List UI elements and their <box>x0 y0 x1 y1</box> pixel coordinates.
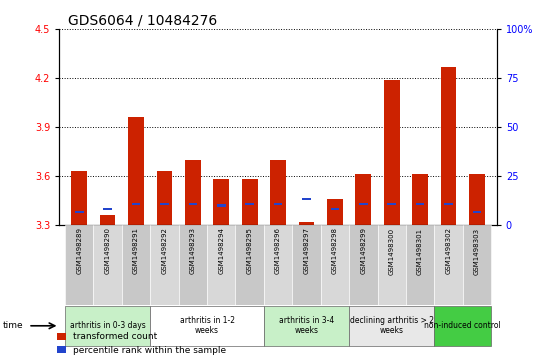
Bar <box>355 174 371 225</box>
Text: GSM1498303: GSM1498303 <box>474 228 480 274</box>
Text: time: time <box>3 321 23 330</box>
Bar <box>330 208 339 210</box>
Bar <box>463 225 491 305</box>
Bar <box>321 225 349 305</box>
Bar <box>157 171 172 225</box>
Bar <box>132 203 140 205</box>
Bar <box>207 225 235 305</box>
Text: GSM1498294: GSM1498294 <box>218 228 224 274</box>
Bar <box>217 204 226 207</box>
Bar <box>122 225 150 305</box>
Bar <box>179 225 207 305</box>
Bar <box>441 67 456 225</box>
Bar <box>349 225 377 305</box>
Bar <box>472 211 481 213</box>
Bar <box>384 79 400 225</box>
Bar <box>359 203 368 205</box>
Bar <box>264 306 349 346</box>
Bar <box>271 160 286 225</box>
Text: non-induced control: non-induced control <box>424 321 501 330</box>
Bar <box>71 171 87 225</box>
Bar <box>327 199 343 225</box>
Bar <box>302 198 311 200</box>
Bar <box>377 225 406 305</box>
Bar <box>469 174 485 225</box>
Text: GSM1498298: GSM1498298 <box>332 228 338 274</box>
Text: GSM1498299: GSM1498299 <box>360 228 366 274</box>
Text: GSM1498301: GSM1498301 <box>417 228 423 274</box>
Text: GSM1498293: GSM1498293 <box>190 228 196 274</box>
Bar <box>150 225 179 305</box>
Bar <box>65 306 150 346</box>
Text: GSM1498295: GSM1498295 <box>247 228 253 274</box>
Bar <box>406 225 434 305</box>
Text: GSM1498302: GSM1498302 <box>446 228 451 274</box>
Bar <box>100 215 116 225</box>
Bar <box>274 203 282 205</box>
Bar <box>235 225 264 305</box>
Text: GSM1498297: GSM1498297 <box>303 228 309 274</box>
Text: GSM1498290: GSM1498290 <box>105 228 111 274</box>
Text: GSM1498291: GSM1498291 <box>133 228 139 274</box>
Text: GSM1498292: GSM1498292 <box>161 228 167 274</box>
Bar <box>413 174 428 225</box>
Text: GSM1498289: GSM1498289 <box>76 228 82 274</box>
Legend: transformed count, percentile rank within the sample: transformed count, percentile rank withi… <box>53 329 230 359</box>
Bar <box>245 203 254 205</box>
Bar <box>264 225 292 305</box>
Bar <box>93 225 122 305</box>
Bar <box>292 225 321 305</box>
Text: GSM1498296: GSM1498296 <box>275 228 281 274</box>
Bar <box>349 306 434 346</box>
Text: arthritis in 0-3 days: arthritis in 0-3 days <box>70 321 146 330</box>
Text: declining arthritis > 2
weeks: declining arthritis > 2 weeks <box>350 316 434 335</box>
Bar <box>416 203 424 205</box>
Bar <box>213 179 229 225</box>
Text: GSM1498300: GSM1498300 <box>389 228 395 274</box>
Bar <box>299 222 314 225</box>
Bar <box>434 225 463 305</box>
Bar <box>185 160 201 225</box>
Bar <box>444 203 453 205</box>
Text: arthritis in 3-4
weeks: arthritis in 3-4 weeks <box>279 316 334 335</box>
Text: arthritis in 1-2
weeks: arthritis in 1-2 weeks <box>180 316 234 335</box>
Bar <box>160 203 169 205</box>
Bar <box>75 211 84 213</box>
Bar <box>242 179 258 225</box>
Bar <box>188 203 197 205</box>
Bar <box>129 117 144 225</box>
Bar <box>65 225 93 305</box>
Text: GDS6064 / 10484276: GDS6064 / 10484276 <box>68 14 218 28</box>
Bar <box>434 306 491 346</box>
Bar <box>150 306 264 346</box>
Bar <box>103 208 112 210</box>
Bar <box>387 203 396 205</box>
